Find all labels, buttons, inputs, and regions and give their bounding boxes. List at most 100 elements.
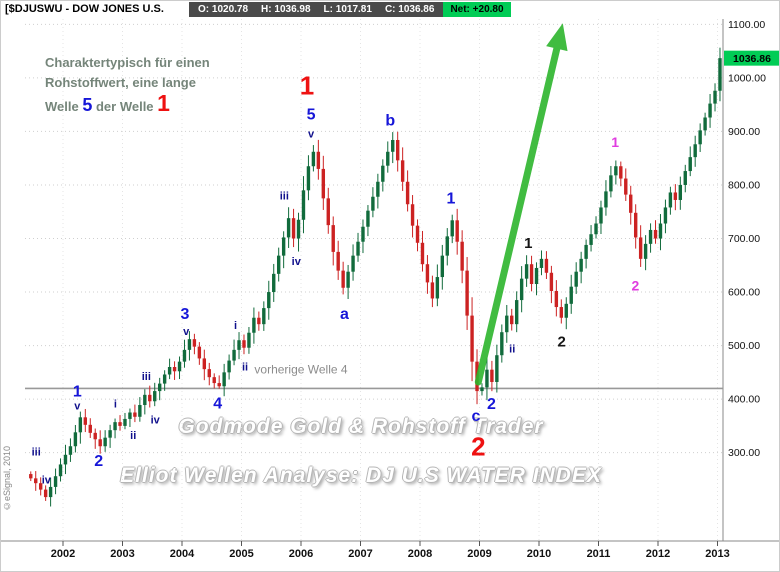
candle <box>465 270 469 316</box>
candle <box>53 476 58 487</box>
wave1-highlight: 1 <box>157 90 170 116</box>
price-tick-label: 300.00 <box>728 447 760 459</box>
candle <box>688 157 692 172</box>
candle <box>366 210 370 227</box>
candle <box>88 424 92 433</box>
candle <box>579 258 583 272</box>
candle <box>524 264 529 279</box>
candle <box>653 229 658 239</box>
elliott-wave-label: i <box>114 398 117 410</box>
year-label: 2009 <box>467 548 491 560</box>
candle <box>445 236 449 256</box>
watermark-line1: Godmode Gold & Rohstoff Trader <box>178 415 544 438</box>
current-price-label: 1036.86 <box>733 53 771 65</box>
year-label: 2013 <box>705 548 729 560</box>
axis-frame <box>1 19 779 542</box>
price-axis: 1100.00 1000.00 900.00 800.00 700.00 600.00 50… <box>728 19 766 459</box>
candle <box>549 272 554 291</box>
support-line-label: vorherige Welle 4 <box>254 362 347 376</box>
candle <box>663 207 668 224</box>
candle <box>281 237 286 256</box>
close-quote: C: 1036.86 <box>384 4 435 15</box>
candle <box>217 383 221 387</box>
candle <box>420 242 425 265</box>
analysis-note: Charaktertypisch für einen Rohstoffwert,… <box>45 53 210 117</box>
candle <box>693 144 697 158</box>
candle <box>673 192 678 200</box>
year-label: 2005 <box>229 548 253 560</box>
candle <box>162 374 167 384</box>
elliott-wave-label: 1 <box>73 384 82 401</box>
year-label: 2008 <box>408 548 432 560</box>
note-line3: Welle 5 der Welle 1 <box>45 90 170 116</box>
elliott-wave-label: v <box>183 326 190 338</box>
candle <box>534 267 539 285</box>
candle <box>276 255 281 274</box>
elliott-wave-label: ii <box>242 361 248 373</box>
candle <box>609 175 613 192</box>
note-line1: Charaktertypisch für einen <box>45 55 210 70</box>
candle <box>34 478 38 484</box>
elliott-wave-label: 1 <box>611 134 619 150</box>
year-label: 2012 <box>646 548 670 560</box>
candle <box>643 243 648 259</box>
elliott-wave-label: 1 <box>446 190 455 207</box>
candle <box>658 223 663 239</box>
candle <box>123 418 127 426</box>
year-label: 2003 <box>110 548 134 560</box>
candle <box>93 432 97 440</box>
candle <box>564 303 568 318</box>
candle <box>500 332 504 356</box>
candle <box>242 340 246 348</box>
note-line2: Rohstoffwert, eine lange <box>45 75 196 90</box>
candle <box>341 270 345 288</box>
candle <box>262 308 266 325</box>
candle <box>455 220 459 242</box>
candle <box>638 237 643 259</box>
candle <box>207 369 211 378</box>
titlebar: [$DJUSWU - DOW JONES U.S. O: 1020.78 H: … <box>2 2 511 17</box>
year-label: 2002 <box>51 548 75 560</box>
candle <box>331 225 335 252</box>
candle <box>391 139 395 152</box>
candle <box>619 166 623 179</box>
price-tick-label: 500.00 <box>728 340 760 352</box>
candle <box>311 151 316 167</box>
elliott-wave-label: 2 <box>94 453 103 470</box>
candle <box>133 412 137 417</box>
candle <box>361 226 365 242</box>
candle <box>172 367 177 372</box>
candle <box>286 218 291 238</box>
candle <box>371 196 375 211</box>
candle <box>108 430 112 438</box>
candle <box>485 369 489 388</box>
candle <box>718 58 722 91</box>
candle <box>381 165 385 182</box>
candle <box>316 151 321 169</box>
candle <box>510 315 514 325</box>
high-quote: H: 1036.98 <box>261 4 311 15</box>
arrowhead-icon <box>546 23 568 52</box>
candle <box>187 339 192 350</box>
candle <box>480 387 484 392</box>
candle <box>38 483 43 490</box>
candle <box>376 181 380 197</box>
candle <box>63 454 68 465</box>
candle <box>58 464 63 477</box>
year-label: 2007 <box>348 548 372 560</box>
candle <box>177 361 182 372</box>
candle <box>113 422 117 431</box>
elliott-wave-label: 5 <box>307 106 316 123</box>
candle <box>227 360 231 373</box>
candle <box>296 219 301 239</box>
candle <box>326 198 330 226</box>
candle <box>648 229 653 244</box>
candle <box>470 315 474 362</box>
candle <box>212 377 216 384</box>
year-label: 2010 <box>527 548 551 560</box>
elliott-wave-label: iii <box>32 446 41 458</box>
elliott-wave-label: 2 <box>631 278 639 294</box>
candle <box>247 332 251 348</box>
candle <box>505 315 509 333</box>
